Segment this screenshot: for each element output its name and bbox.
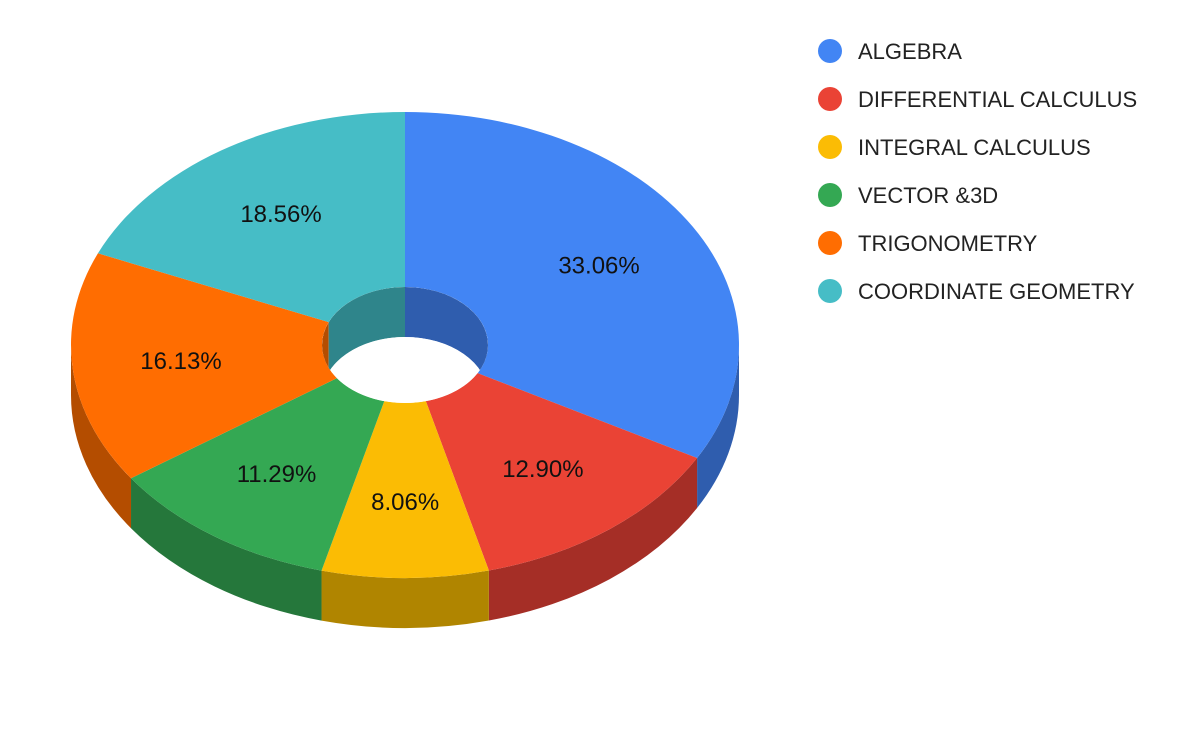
- legend-label: TRIGONOMETRY: [858, 231, 1038, 256]
- legend: ALGEBRA DIFFERENTIAL CALCULUS INTEGRAL CAL…: [818, 39, 1137, 304]
- donut-hole: [322, 337, 488, 403]
- legend-swatch: [818, 279, 842, 303]
- slice-side-integral-calculus: [321, 570, 489, 628]
- slice-labels: 33.06% 12.90% 8.06% 11.29% 16.13% 18.56%: [140, 201, 639, 516]
- legend-label: ALGEBRA: [858, 39, 962, 64]
- slice-trigonometry: [71, 253, 337, 479]
- slice-label-trigonometry: 16.13%: [140, 348, 221, 375]
- slice-coordinate-geometry: [97, 111, 405, 323]
- slice-side-trigonometry: [71, 345, 132, 529]
- slice-label-differential-calculus: 12.90%: [502, 456, 583, 483]
- slice-label-coordinate-geometry: 18.56%: [240, 201, 321, 228]
- legend-swatch: [818, 183, 842, 207]
- inner-wall-coordinate-geometry: [328, 287, 405, 373]
- slice-vector-3d: [131, 378, 385, 571]
- slice-label-integral-calculus: 8.06%: [371, 489, 439, 516]
- legend-label: INTEGRAL CALCULUS: [858, 135, 1091, 160]
- legend-swatch: [818, 231, 842, 255]
- legend-swatch: [818, 87, 842, 111]
- donut-hole-group: [322, 337, 488, 403]
- slice-side-algebra: [697, 345, 739, 509]
- slice-label-algebra: 33.06%: [558, 252, 639, 279]
- legend-item-vector-3d: VECTOR &3D: [818, 183, 998, 208]
- slice-integral-calculus: [321, 401, 489, 578]
- slice-side-differential-calculus: [488, 458, 698, 621]
- legend-item-coordinate-geometry: COORDINATE GEOMETRY: [818, 279, 1135, 304]
- legend-label: DIFFERENTIAL CALCULUS: [858, 87, 1137, 112]
- pie-slices: [71, 111, 740, 578]
- legend-item-differential-calculus: DIFFERENTIAL CALCULUS: [818, 87, 1137, 112]
- legend-label: COORDINATE GEOMETRY: [858, 279, 1135, 304]
- pie-sides: [71, 345, 739, 628]
- slice-label-vector-3d: 11.29%: [237, 461, 317, 488]
- inner-wall-algebra: [405, 287, 488, 395]
- legend-item-trigonometry: TRIGONOMETRY: [818, 231, 1038, 256]
- legend-item-algebra: ALGEBRA: [818, 39, 962, 64]
- slice-side-vector-3d: [131, 478, 322, 621]
- legend-label: VECTOR &3D: [858, 183, 998, 208]
- legend-swatch: [818, 135, 842, 159]
- legend-swatch: [818, 39, 842, 63]
- slice-algebra: [405, 112, 740, 459]
- slice-differential-calculus: [425, 373, 698, 571]
- legend-item-integral-calculus: INTEGRAL CALCULUS: [818, 135, 1091, 160]
